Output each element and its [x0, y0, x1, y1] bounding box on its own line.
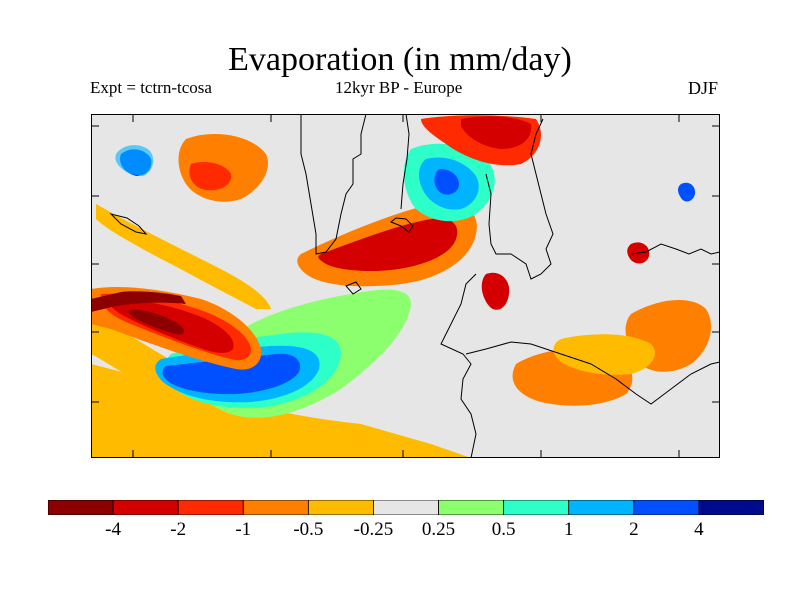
- colorbar-label: -4: [105, 519, 121, 540]
- experiment-label: Expt = tctrn-tcosa: [90, 78, 212, 97]
- field-orange-east-3: [553, 334, 655, 375]
- colorbar-label: -0.5: [293, 519, 324, 540]
- field-maroon-west: [128, 309, 184, 335]
- field-red-north-patch: [189, 162, 232, 191]
- field-darkred-northeast: [461, 116, 532, 149]
- colorbar-label: -0.25: [353, 519, 394, 540]
- coastline-layer: [109, 114, 720, 458]
- field-lightblue-northwest: [115, 145, 154, 176]
- colorbar-swatch: [503, 500, 570, 515]
- colorbar-label: 2: [629, 519, 639, 540]
- field-blue-atlantic: [162, 353, 301, 395]
- field-maroon-coast: [91, 291, 186, 312]
- field-blue-north: [434, 169, 459, 195]
- field-orange-north-band: [96, 204, 271, 309]
- colorbar-label: -1: [235, 519, 252, 540]
- colorbar-swatch: [698, 500, 764, 515]
- field-red-east-1: [481, 272, 510, 310]
- season-label: DJF: [688, 78, 719, 98]
- colorbar-swatch: [242, 500, 309, 515]
- field-orange-south-band: [91, 364, 471, 458]
- map-frame: [91, 114, 720, 458]
- field-red-central-band: [318, 218, 458, 272]
- evaporation-map: [91, 114, 720, 458]
- colorbar-label: 1: [563, 519, 574, 540]
- colorbar-swatch: [568, 500, 635, 515]
- colorbar-swatch: [307, 500, 374, 515]
- field-orange-south-band-2: [91, 314, 421, 458]
- colorbar-label: 0.25: [421, 519, 456, 540]
- plot-title: Evaporation (in mm/day): [228, 41, 572, 78]
- colorbar-swatch: [373, 500, 439, 515]
- colorbar: [48, 500, 764, 515]
- colorbar-swatch: [177, 500, 244, 515]
- colorbar-label: -2: [170, 519, 187, 540]
- colorbar-label: 4: [694, 519, 704, 540]
- colorbar-swatch: [438, 500, 505, 515]
- field-blue-east-dot: [678, 182, 696, 202]
- axis-ticks: [91, 114, 720, 458]
- colorbar-swatch: [48, 500, 114, 515]
- colorbar-swatch: [633, 500, 700, 515]
- colorbar-swatch: [112, 500, 179, 515]
- period-region-label: 12kyr BP - Europe: [335, 78, 463, 97]
- colorbar-label: 0.5: [491, 519, 516, 540]
